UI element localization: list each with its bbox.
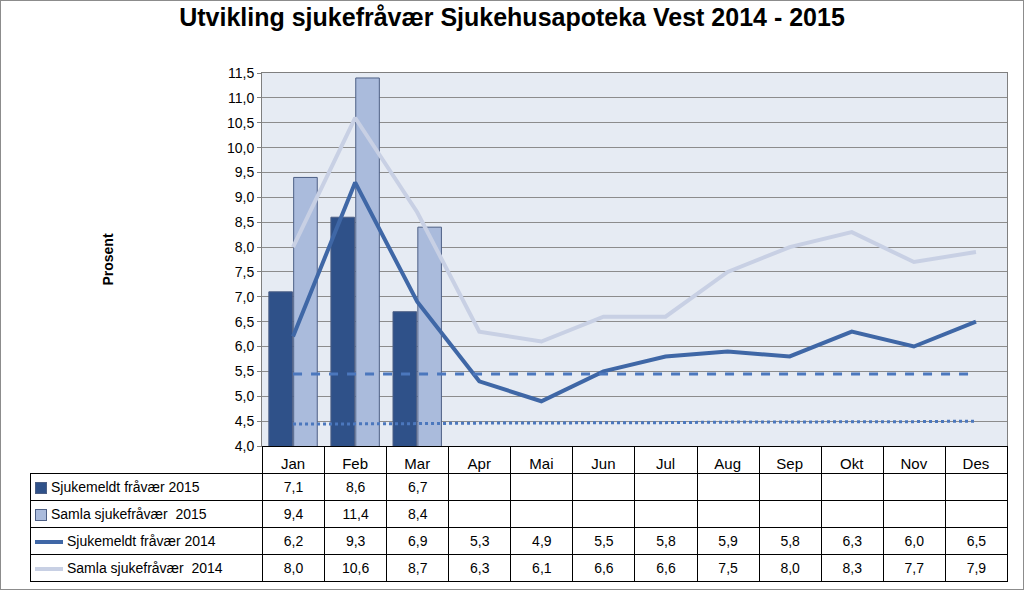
html-text:7,5: 7,5: [718, 560, 738, 576]
html-text:5,5: 5,5: [594, 533, 614, 549]
html-text:8,0: 8,0: [283, 560, 304, 576]
svg-text:Aug: Aug: [714, 455, 741, 472]
html-text:6,3: 6,3: [470, 560, 490, 576]
svg-text:Jun: Jun: [591, 455, 615, 472]
svg-text:Mai: Mai: [529, 455, 553, 472]
svg-text:8,0: 8,0: [235, 239, 255, 255]
html-text:Samla sjukefråvær 2014: Samla sjukefråvær 2014: [67, 560, 223, 576]
html-text:6,3: 6,3: [842, 533, 862, 549]
svg-text:6,0: 6,0: [235, 338, 255, 354]
html-text:8,4: 8,4: [408, 506, 428, 522]
html-text:8,7: 8,7: [408, 560, 428, 576]
html-text:6,6: 6,6: [656, 560, 676, 576]
html-text:6,7: 6,7: [408, 479, 428, 495]
html-text:7,9: 7,9: [966, 560, 987, 576]
svg-text:10,5: 10,5: [227, 115, 254, 131]
html-text:6,6: 6,6: [594, 560, 614, 576]
svg-text:4,0: 4,0: [235, 438, 255, 454]
svg-text:8,5: 8,5: [235, 214, 255, 230]
html-text:6,2: 6,2: [283, 533, 304, 549]
html-text:9,3: 9,3: [345, 533, 366, 549]
svg-text:Feb: Feb: [342, 455, 368, 472]
svg-text:5,0: 5,0: [235, 388, 255, 404]
html-text:6,5: 6,5: [966, 533, 987, 549]
svg-text:Jul: Jul: [656, 455, 675, 472]
html-text:4,9: 4,9: [532, 533, 552, 549]
html-text:8,6: 8,6: [345, 479, 366, 495]
svg-text:Des: Des: [963, 455, 990, 472]
svg-text:Utvikling sjukefråvær Sjukehus: Utvikling sjukefråvær Sjukehusapoteka Ve…: [179, 3, 845, 31]
html-text:5,8: 5,8: [780, 533, 800, 549]
html-text:10,6: 10,6: [342, 560, 370, 576]
svg-text:5,5: 5,5: [235, 363, 255, 379]
html-text:7,7: 7,7: [904, 560, 924, 576]
svg-text:7,0: 7,0: [235, 289, 255, 305]
svg-text:9,5: 9,5: [235, 164, 255, 180]
svg-text:Mar: Mar: [404, 455, 430, 472]
html-text:7,1: 7,1: [283, 479, 304, 495]
html-text:5,8: 5,8: [656, 533, 676, 549]
html-text:5,9: 5,9: [718, 533, 738, 549]
html-text:5,3: 5,3: [470, 533, 490, 549]
html-text:11,4: 11,4: [342, 506, 369, 522]
svg-text:7,5: 7,5: [235, 264, 255, 280]
svg-text:11,5: 11,5: [228, 65, 254, 81]
html-text:9,4: 9,4: [283, 506, 304, 522]
svg-text:Apr: Apr: [468, 455, 491, 472]
html-text:8,0: 8,0: [780, 560, 800, 576]
svg-text:6,5: 6,5: [235, 314, 255, 330]
html-text:Sjukemeldt fråvær 2014: Sjukemeldt fråvær 2014: [67, 533, 216, 549]
svg-text:10,0: 10,0: [227, 140, 254, 156]
svg-text:Jan: Jan: [281, 455, 305, 472]
html-text:Sjukemeldt fråvær 2015: Sjukemeldt fråvær 2015: [51, 479, 200, 495]
html-text:6,0: 6,0: [904, 533, 924, 549]
svg-text:11,0: 11,0: [228, 90, 254, 106]
svg-text:Okt: Okt: [840, 455, 864, 472]
svg-text:Prosent: Prosent: [100, 233, 116, 285]
svg-text:Sep: Sep: [776, 455, 803, 472]
html-text:Samla sjukefråvær 2015: Samla sjukefråvær 2015: [51, 506, 207, 522]
svg-text:9,0: 9,0: [235, 189, 255, 205]
html-text:8,3: 8,3: [842, 560, 862, 576]
html-text:6,1: 6,1: [532, 560, 552, 576]
html-text:6,9: 6,9: [408, 533, 428, 549]
svg-text:4,5: 4,5: [235, 413, 255, 429]
svg-text:Nov: Nov: [901, 455, 928, 472]
